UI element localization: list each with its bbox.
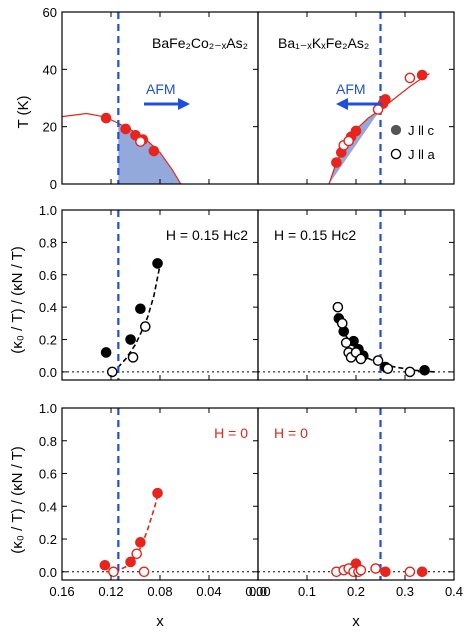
x-axis-label-right: x: [352, 613, 360, 630]
data-point: [139, 321, 151, 332]
field-label: H = 0.15 Hc2: [166, 227, 248, 243]
compound-label: BaFe₂Co₂₋ₓAs₂: [152, 35, 248, 51]
data-point: [331, 157, 342, 168]
data-point: [416, 566, 428, 578]
data-point: [370, 563, 381, 574]
x-tick-label: 0.0: [249, 584, 267, 599]
data-point: [135, 303, 146, 315]
data-point: [336, 318, 348, 329]
y-tick-label: 0.4: [39, 499, 57, 514]
data-point: [125, 334, 136, 345]
afm-arrow-head: [178, 98, 190, 110]
y-tick-label: 0: [50, 177, 57, 192]
fit-curve: [110, 264, 161, 373]
data-point: [135, 537, 146, 548]
field-label: H = 0: [274, 425, 308, 441]
data-point: [152, 487, 163, 499]
data-point: [404, 366, 416, 378]
data-point: [355, 564, 367, 576]
x-tick-label: 0.3: [396, 584, 414, 599]
data-point: [382, 363, 394, 374]
legend-label: J ll a: [408, 147, 436, 162]
data-point: [100, 112, 112, 124]
data-point: [332, 301, 344, 313]
data-point: [99, 559, 111, 571]
field-label: H = 0: [214, 425, 248, 441]
data-point: [404, 566, 416, 578]
data-point: [135, 136, 146, 147]
y-tick-label: 1.0: [39, 401, 57, 416]
data-point: [127, 352, 139, 363]
x-tick-label: 0.1: [298, 584, 316, 599]
legend-label: J ll c: [408, 123, 435, 138]
y-tick-label: 0.2: [39, 333, 57, 348]
data-point: [380, 566, 391, 578]
y-tick-label: 0.2: [39, 532, 57, 547]
y-axis-label-bottom: (κ₀ / T) / (κN / T): [9, 446, 26, 554]
compound-label: Ba₁₋ₓKₓFe₂As₂: [278, 35, 369, 51]
x-tick-label: 0.4: [445, 584, 463, 599]
data-point: [404, 72, 416, 84]
data-point: [120, 123, 131, 135]
y-axis-label-top: T (K): [15, 95, 32, 128]
x-axis-label-left: x: [156, 613, 164, 630]
y-tick-label: 0.8: [39, 235, 57, 250]
x-tick-label: 0.00: [245, 584, 270, 599]
data-point: [372, 104, 384, 115]
y-tick-label: 0.6: [39, 467, 57, 482]
data-point: [355, 353, 367, 365]
afm-label: AFM: [336, 81, 366, 97]
data-point: [152, 258, 163, 269]
sc-region-shade: [329, 109, 381, 184]
field-label: H = 0.15 Hc2: [274, 227, 356, 243]
x-tick-label: 0.16: [49, 584, 74, 599]
y-tick-label: 0.0: [39, 565, 57, 580]
data-point: [106, 366, 118, 378]
x-tick-label: 0.12: [98, 584, 123, 599]
y-tick-label: 60: [43, 5, 57, 20]
data-point: [340, 337, 352, 349]
y-tick-label: 1.0: [39, 203, 57, 218]
y-tick-label: 0.0: [39, 365, 57, 380]
y-tick-label: 0.8: [39, 434, 57, 449]
y-tick-label: 20: [43, 120, 57, 135]
data-point: [419, 364, 430, 376]
legend-marker-open: [390, 148, 402, 160]
data-point: [131, 548, 143, 560]
x-tick-label: 0.04: [196, 584, 221, 599]
y-tick-label: 0.4: [39, 300, 57, 315]
data-point: [416, 69, 428, 81]
x-tick-label: 0.2: [347, 584, 365, 599]
data-point: [372, 355, 384, 366]
afm-arrow-head: [336, 98, 348, 110]
data-point: [380, 94, 391, 105]
data-point: [108, 566, 119, 578]
y-tick-label: 0.6: [39, 268, 57, 283]
y-tick-label: 40: [43, 62, 57, 77]
y-axis-label-middle: (κ₀ / T) / (κN / T): [9, 246, 26, 354]
legend-marker-filled: [390, 124, 402, 136]
data-point: [148, 145, 160, 157]
data-point: [343, 135, 354, 147]
afm-label: AFM: [146, 81, 176, 97]
data-point: [138, 566, 150, 578]
data-point: [125, 556, 136, 568]
data-point: [100, 347, 112, 358]
data-point: [350, 125, 362, 137]
x-tick-label: 0.08: [147, 584, 172, 599]
